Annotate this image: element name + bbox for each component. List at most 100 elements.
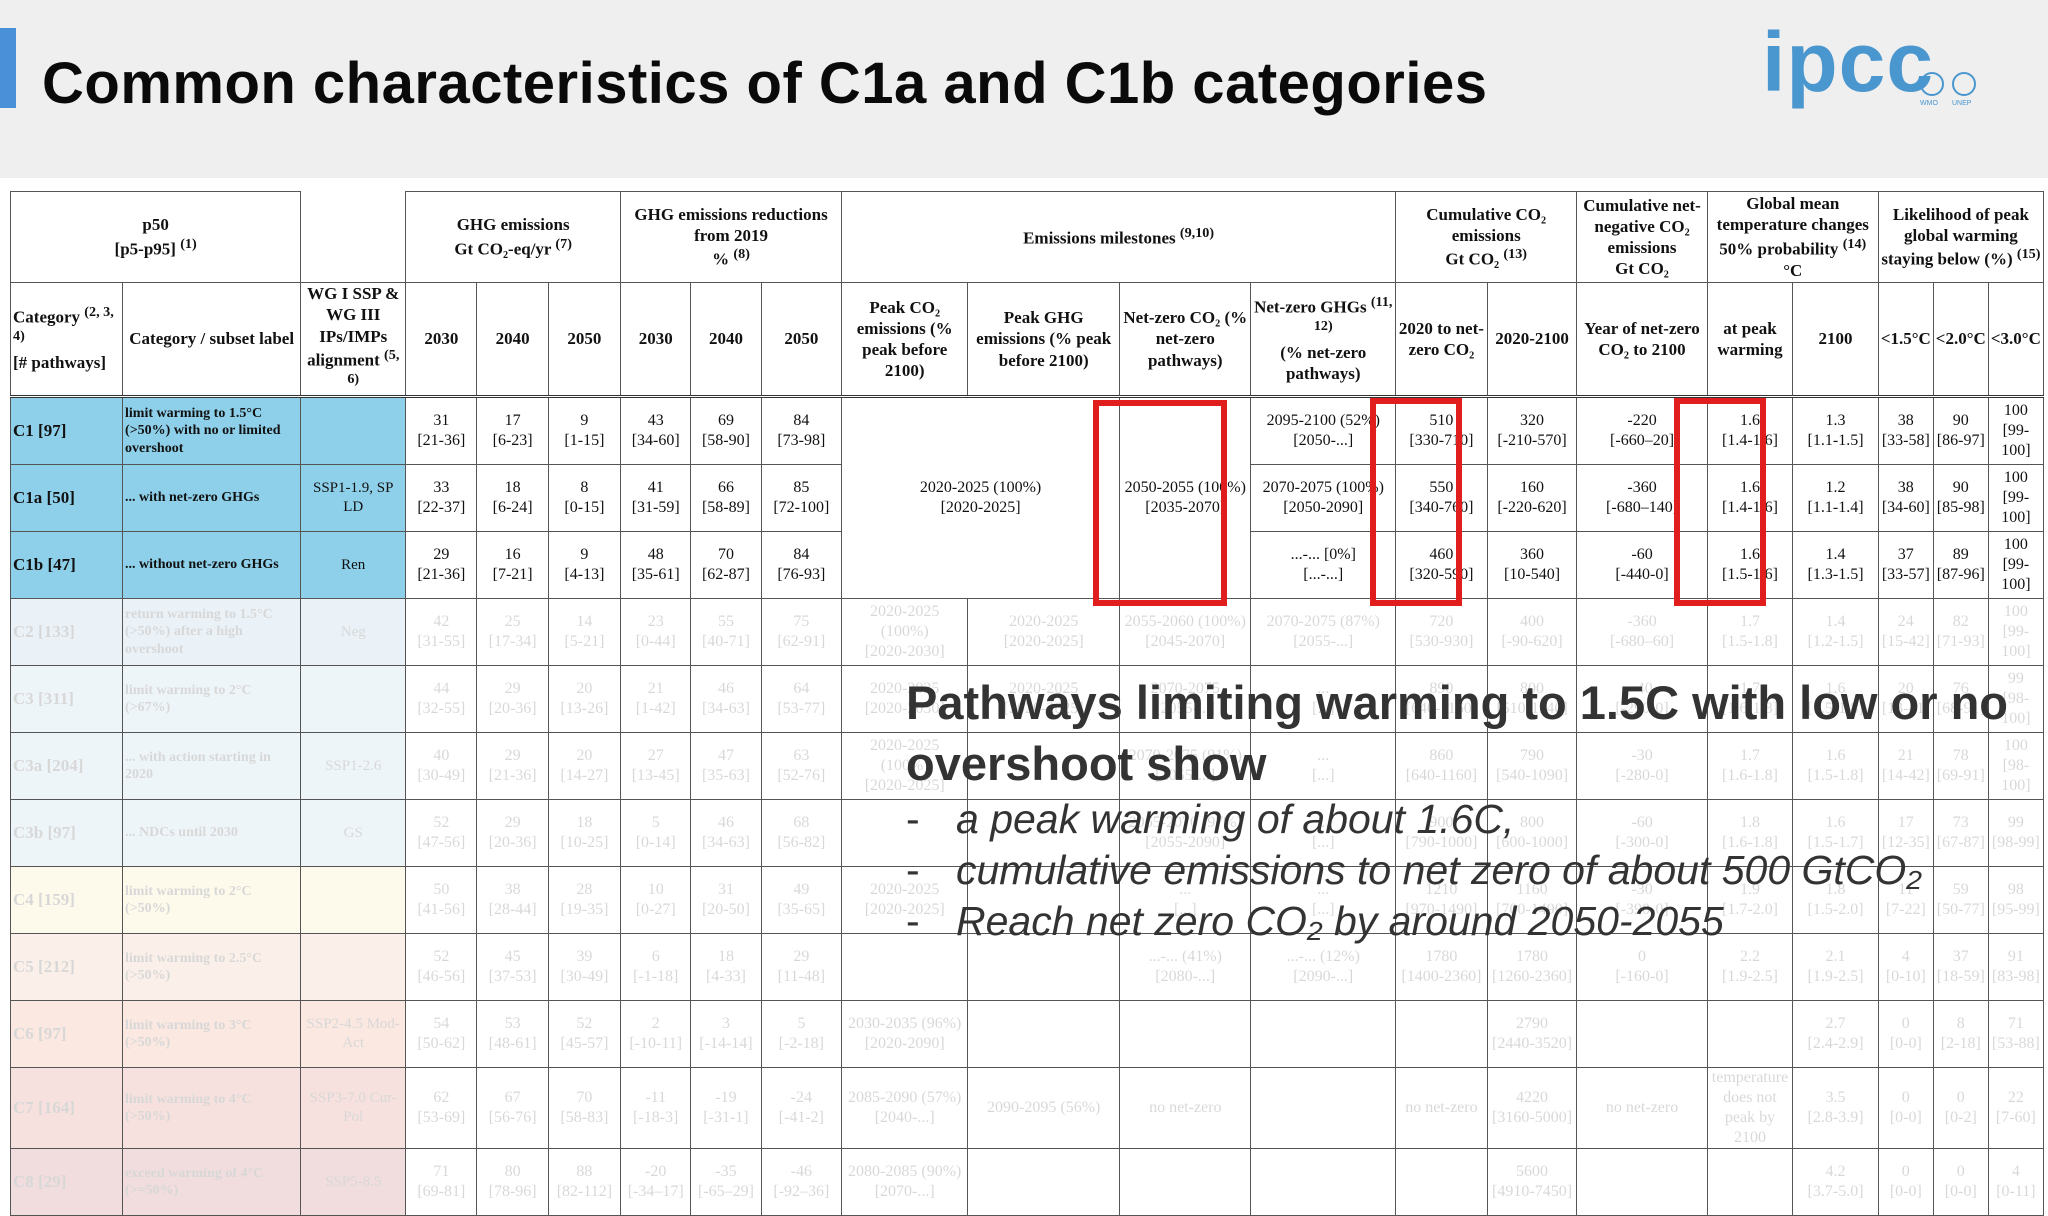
temp-2100-cell: 1.4 [1.2-1.5] — [1792, 598, 1879, 666]
ghg-2030-cell: 54 [50-62] — [405, 1000, 478, 1068]
peak-warming-cell: 1.7 [1.6-1.8] — [1706, 732, 1794, 800]
lt30-cell: 4 [0-11] — [1987, 1148, 2045, 1216]
label-cell: exceed warming of 4°C (>=50%) — [122, 1148, 302, 1216]
peak-ghg-cell: 2020-2025 [2020-2025] — [967, 665, 1121, 733]
cum-2100-cell: 1780 [1260-2360] — [1486, 933, 1578, 1001]
callout-bullet: - cumulative emissions to net zero of abo… — [906, 845, 2036, 896]
red-2040-header: 2040 — [690, 282, 762, 397]
ghg-2030-cell: 50 [41-56] — [405, 866, 478, 934]
peak-co2-cell: 2085-2090 (57%) [2040-...] — [841, 1067, 969, 1149]
2020-2100-header: 2020-2100 — [1486, 282, 1578, 397]
peak-co2-cell: 2030-2035 (96%) [2020-2090] — [841, 1000, 969, 1068]
lt20-cell: 78 [69-91] — [1932, 732, 1989, 800]
temperature-header: Global mean temperature changes 50% proba… — [1706, 191, 1879, 283]
peak-co2-cell: 2080-2085 (90%) [2070-...] — [841, 1148, 969, 1216]
cumulative-net-negative-header: Cumulative net-negative CO₂ emissions Gt … — [1576, 191, 1708, 283]
header-row-1: p50 [p5-p95] (1) GHG emissions Gt CO₂-eq/y… — [9, 191, 2045, 283]
callout-bullet: -a peak warming of about 1.6C, — [906, 794, 2036, 845]
lt20-header: <2.0°C — [1932, 282, 1989, 397]
peak-co2-cell: 2020-2025 [2020-2025] — [841, 866, 969, 934]
label-cell: ... with net-zero GHGs — [122, 464, 302, 532]
temp-2100-cell: 2.7 [2.4-2.9] — [1792, 1000, 1879, 1068]
net-negative-cell: -60 [-300-0] — [1576, 799, 1708, 867]
peak-ghg-cell: 2090-2095 (56%) — [967, 1067, 1121, 1149]
slide-title: Common characteristics of C1a and C1b ca… — [42, 51, 1488, 116]
red-2030-cell: 2 [-10-11] — [620, 1000, 692, 1068]
netzero-ghg-cell — [1250, 1067, 1397, 1149]
ghg-2030-cell: 44 [32-55] — [405, 665, 478, 733]
temp-2100-cell: 1.4 [1.3-1.5] — [1792, 531, 1879, 599]
temp-2100-cell: 1.2 [1.1-1.4] — [1792, 464, 1879, 532]
table-row-faded: C2 [133] return warming to 1.5°C (>50%) a… — [9, 598, 2045, 666]
red-2030-cell: 48 [35-61] — [620, 531, 692, 599]
callout-text: Pathways limiting warming to 1.5C with l… — [906, 672, 2036, 947]
red-2050-cell: -46 [-92–36] — [760, 1148, 843, 1216]
lt20-cell: 89 [87-96] — [1932, 531, 1989, 599]
header-row-2: Category (2, 3, 4) [# pathways] Category … — [9, 282, 2045, 397]
unep-label: UNEP — [1952, 100, 1972, 107]
ghg-2040-cell: 45 [37-53] — [476, 933, 549, 1001]
red-2050-cell: 85 [72-100] — [760, 464, 843, 532]
cum-2100-cell: 2790 [2440-3520] — [1486, 1000, 1578, 1068]
category-cell: C1 [97] — [9, 396, 124, 465]
subset-label-header: Category / subset label — [122, 282, 302, 397]
to-netzero-header: 2020 to net-zero CO₂ — [1395, 282, 1488, 397]
cum-netzero-cell — [1395, 1148, 1488, 1216]
lt20-cell: 82 [71-93] — [1932, 598, 1989, 666]
label-cell: limit warming to 2°C (>67%) — [122, 665, 302, 733]
ghg-2040-cell: 29 [20-36] — [476, 799, 549, 867]
category-cell: C1a [50] — [9, 464, 124, 532]
red-2050-cell: 84 [73-98] — [760, 396, 843, 465]
netzero-co2-cell: 2070-2075 [2055-...] — [1119, 665, 1252, 733]
net-negative-cell: no net-zero — [1576, 1067, 1708, 1149]
table-row-faded: C5 [212] limit warming to 2.5°C (>50%) 52[… — [9, 933, 2045, 1001]
cum-2100-cell: 1160 [700-1490] — [1486, 866, 1578, 934]
ghg-2030-cell: 33 [22-37] — [405, 464, 478, 532]
table-row-faded: C8 [29] exceed warming of 4°C (>=50%) SSP5… — [9, 1148, 2045, 1216]
lt15-cell: 0 [0-0] — [1877, 1067, 1934, 1149]
lt30-cell: 91 [83-98] — [1987, 933, 2045, 1001]
ghg-2040-cell: 25 [17-34] — [476, 598, 549, 666]
ghg-2040-cell: 67 [56-76] — [476, 1067, 549, 1149]
category-cell: C5 [212] — [9, 933, 124, 1001]
ghg-2050-cell: 9 [1-15] — [547, 396, 622, 465]
cum-netzero-cell — [1395, 1000, 1488, 1068]
peak-ghg-cell — [967, 933, 1121, 1001]
red-2030-cell: 23 [0-44] — [620, 598, 692, 666]
netzero-co2-cell: ... [...] — [1119, 866, 1252, 934]
lt30-header: <3.0°C — [1987, 282, 2045, 397]
red-2050-cell: 68 [56-82] — [760, 799, 843, 867]
label-cell: ... with action starting in 2020 — [122, 732, 302, 800]
lt15-cell: 4 [0-10] — [1877, 933, 1934, 1001]
table-row-faded: C3 [311] limit warming to 2°C (>67%) 44 [32… — [9, 665, 2045, 733]
ghg-2030-cell: 62 [53-69] — [405, 1067, 478, 1149]
table-row-faded: C3b [97]... NDCs until 2030 GS 52 [47-56] 29… — [9, 799, 2045, 867]
cumulative-co2-highlight-box — [1370, 398, 1462, 606]
temp-2100-cell: 3.5 [2.8-3.9] — [1792, 1067, 1879, 1149]
red-2030-cell: 43 [34-60] — [620, 396, 692, 465]
cum-netzero-cell: 890 [640-1160] — [1395, 665, 1488, 733]
red-2050-cell: 5 [-2-18] — [760, 1000, 843, 1068]
peak-co2-cell: 2020-2025 (100%) [2020-2030] — [841, 598, 969, 666]
netzero-ghg-header: Net-zero GHGs (11, 12) (% net-zero pathwa… — [1250, 282, 1397, 397]
cum-2100-cell: 360 [10-540] — [1486, 531, 1578, 599]
pathway-characteristics-table: p50 [p5-p95] (1) GHG emissions Gt CO₂-eq/y… — [9, 191, 2045, 1216]
ssp-cell — [300, 933, 407, 1001]
red-2050-cell: 84 [76-93] — [760, 531, 843, 599]
cum-2100-cell: 320 [-210-570] — [1486, 396, 1578, 465]
ghg-2030-cell: 52 [46-56] — [405, 933, 478, 1001]
ghg-emissions-header: GHG emissions Gt CO₂-eq/yr (7) — [405, 191, 622, 283]
likelihood-header: Likelihood of peak global warming stayin… — [1877, 191, 2045, 283]
cum-netzero-cell: 720 [530-930] — [1395, 598, 1488, 666]
ghg-reductions-header: GHG emissions reductions from 2019% (8) — [620, 191, 843, 283]
peak-ghg-header: Peak GHG emissions (% peak before 2100) — [967, 282, 1121, 397]
ghg-2050-cell: 8 [0-15] — [547, 464, 622, 532]
ipcc-logo: ipcc WMO UNEP — [1762, 20, 2002, 120]
netzero-co2-cell: ...-... (41%) [2080-...] — [1119, 933, 1252, 1001]
netzero-ghg-cell — [1250, 1000, 1397, 1068]
net-negative-cell: -60 [-440-0] — [1576, 531, 1708, 599]
ssp-cell: Ren — [300, 531, 407, 599]
category-cell: C8 [29] — [9, 1148, 124, 1216]
ghg-2040-cell: 80 [78-96] — [476, 1148, 549, 1216]
net-negative-cell — [1576, 1000, 1708, 1068]
